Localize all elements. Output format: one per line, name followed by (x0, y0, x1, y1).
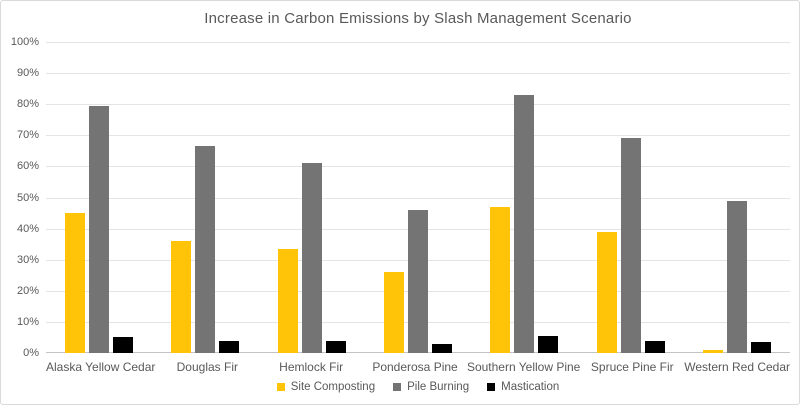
bar-group (471, 42, 577, 353)
bar-mastication (750, 342, 771, 353)
x-axis-label: Hemlock Fir (279, 360, 344, 374)
x-axis-label: Alaska Yellow Cedar (46, 360, 156, 374)
y-tick-label: 40% (16, 222, 39, 235)
legend-swatch (393, 383, 402, 391)
bar-site-composting (490, 206, 511, 353)
legend-item: Mastication (487, 381, 559, 393)
legend-item: Site Composting (276, 381, 376, 393)
legend: Site Composting Pile Burning Mastication (46, 381, 790, 393)
gridline (46, 42, 790, 43)
y-tick-label: 80% (16, 98, 39, 111)
bar-mastication (538, 335, 559, 353)
bar-mastication (219, 340, 240, 353)
bar-pile-burning (301, 163, 322, 353)
y-tick-label: 50% (16, 191, 39, 204)
gridline (46, 197, 790, 199)
legend-label: Mastication (501, 381, 560, 393)
bar-group (259, 42, 365, 353)
x-axis-label: Southern Yellow Pine (466, 360, 581, 374)
x-axis-labels: Alaska Yellow Cedar Douglas Fir Hemlock Fi… (46, 360, 790, 374)
bar-group (46, 42, 152, 353)
bar-mastication (325, 340, 346, 353)
bar-pile-burning (620, 138, 641, 353)
legend-label: Site Composting (290, 381, 376, 393)
bar-site-composting (277, 248, 298, 353)
y-tick-label: 90% (16, 67, 39, 80)
bar-mastication (431, 343, 452, 353)
bar-group (577, 42, 683, 353)
gridline (46, 104, 790, 106)
bar-mastication (113, 337, 134, 353)
legend-label: Pile Burning (407, 381, 470, 393)
y-tick-label: 100% (10, 36, 39, 48)
bar-pile-burning (407, 209, 428, 353)
y-tick-label: 70% (16, 129, 39, 142)
chart-title: Increase in Carbon Emissions by Slash Ma… (204, 10, 632, 27)
bar-pile-burning (514, 94, 535, 353)
bar-group (365, 42, 471, 353)
bar-site-composting (171, 241, 192, 353)
bar-group (152, 42, 258, 353)
y-axis-labels: 0% 10% 20% 30% 40% 50% 60% 70% 80% 90% 100% (1, 36, 39, 359)
bar-site-composting (383, 272, 404, 353)
y-tick-label: 60% (16, 160, 39, 173)
x-axis-label: Douglas Fir (176, 360, 238, 374)
x-axis-label: Spruce Pine Fir (590, 360, 674, 374)
bar-group (684, 42, 790, 353)
legend-swatch (487, 383, 496, 391)
bar-pile-burning (195, 146, 216, 353)
gridline (46, 166, 790, 168)
y-tick-label: 30% (16, 253, 39, 266)
gridline (46, 73, 790, 75)
legend-swatch (276, 383, 285, 391)
x-axis-label: Ponderosa Pine (372, 360, 458, 374)
y-tick-label: 10% (16, 315, 39, 328)
legend-item: Pile Burning (393, 381, 469, 393)
y-tick-label: 20% (16, 284, 39, 297)
bar-pile-burning (726, 200, 747, 353)
gridline (46, 135, 790, 137)
x-axis-label: Western Red Cedar (684, 360, 791, 374)
bar-site-composting (702, 349, 723, 353)
y-tick-label: 0% (23, 347, 39, 359)
bar-site-composting (596, 231, 617, 353)
bar-pile-burning (89, 105, 110, 353)
bar-mastication (644, 340, 665, 353)
bar-site-composting (65, 213, 86, 353)
bars-container (46, 42, 790, 353)
plot-area (46, 42, 790, 353)
